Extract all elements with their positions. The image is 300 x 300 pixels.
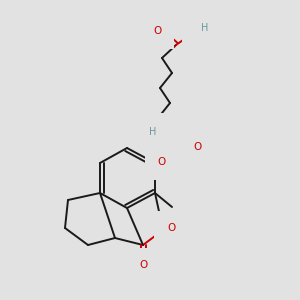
Text: N: N [161,125,169,135]
Text: O: O [194,142,202,152]
Text: H: H [201,23,209,33]
Text: O: O [167,223,175,233]
Text: O: O [195,26,203,36]
Text: H: H [149,127,157,137]
Text: O: O [153,26,161,36]
Text: O: O [139,260,147,270]
Text: O: O [158,157,166,167]
